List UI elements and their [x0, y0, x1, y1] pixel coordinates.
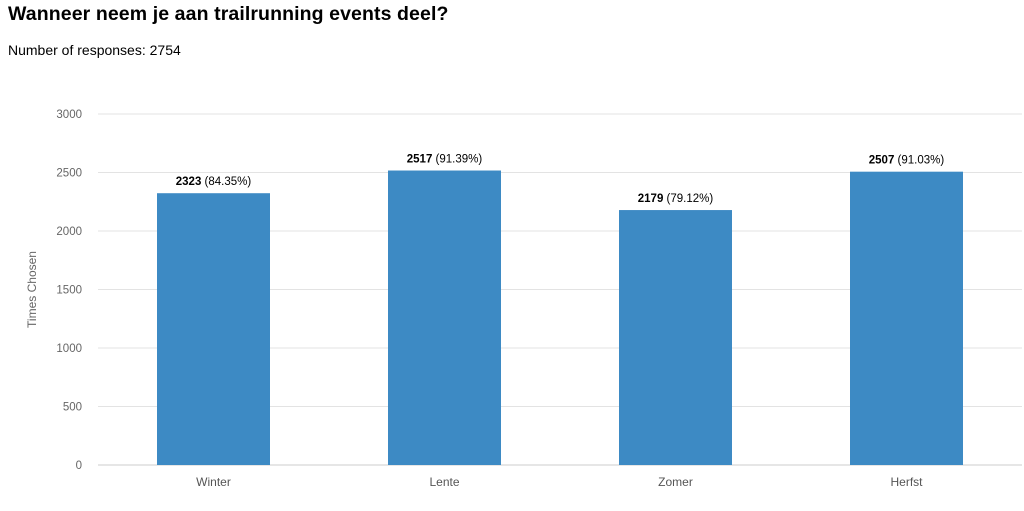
data-label-value: 2517 [407, 154, 433, 166]
response-count: Number of responses: 2754 [8, 42, 181, 58]
data-label-percent: (91.39%) [432, 154, 482, 166]
x-category-label: Zomer [658, 475, 693, 489]
bar-winter[interactable] [157, 193, 270, 466]
bar-herfst[interactable] [850, 171, 963, 465]
x-category-label: Lente [429, 475, 459, 489]
bar-zomer[interactable] [619, 210, 732, 465]
bars [157, 170, 963, 466]
y-tick-label: 1000 [56, 343, 82, 355]
data-label-percent: (79.12%) [663, 193, 713, 205]
y-tick-label: 500 [63, 402, 82, 414]
data-label-value: 2507 [869, 155, 895, 167]
y-tick-label: 3000 [56, 109, 82, 121]
y-axis-title: Times Chosen [25, 251, 39, 328]
data-label-zomer: 2179 (79.12%) [638, 193, 714, 205]
y-tick-label: 2000 [56, 226, 82, 238]
y-axis-ticks: 0 500 1000 1500 2000 2500 3000 [56, 109, 82, 472]
x-axis-categories: Winter Lente Zomer Herfst [196, 475, 923, 489]
data-label-value: 2323 [176, 176, 202, 188]
data-label-lente: 2517 (91.39%) [407, 154, 483, 166]
y-tick-label: 1500 [56, 285, 82, 297]
y-tick-label: 2500 [56, 168, 82, 180]
bar-lente[interactable] [388, 170, 501, 466]
x-category-label: Winter [196, 475, 231, 489]
data-label-value: 2179 [638, 193, 664, 205]
data-labels: 2323 (84.35%)2517 (91.39%)2179 (79.12%)2… [176, 154, 945, 206]
data-label-percent: (84.35%) [201, 176, 251, 188]
data-label-percent: (91.03%) [894, 155, 944, 167]
x-category-label: Herfst [890, 475, 923, 489]
data-label-herfst: 2507 (91.03%) [869, 155, 945, 167]
y-tick-label: 0 [76, 460, 82, 472]
data-label-winter: 2323 (84.35%) [176, 176, 252, 188]
chart-title: Wanneer neem je aan trailrunning events … [8, 3, 449, 25]
